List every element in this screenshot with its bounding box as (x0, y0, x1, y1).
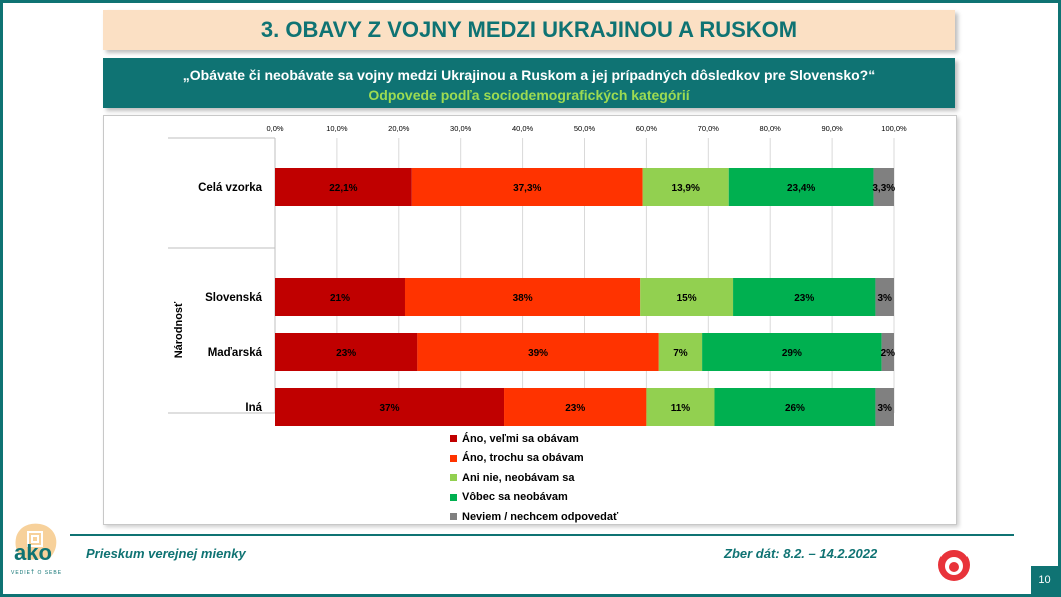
data-label: 13,9% (672, 183, 700, 194)
data-label: 21% (330, 293, 350, 304)
bar-segment (881, 333, 894, 371)
data-label: 37% (380, 403, 400, 414)
legend-label: Vôbec sa neobávam (462, 491, 568, 504)
data-label: 3% (877, 293, 892, 304)
legend-label: Áno, veľmi sa obávam (462, 432, 579, 445)
data-label: 29% (782, 348, 802, 359)
footer-date-label: Zber dát: 8.2. – 14.2.2022 (724, 546, 878, 561)
x-tick-label: 20,0% (388, 124, 410, 133)
bar-segment (875, 388, 894, 426)
data-label: 37,3% (513, 183, 541, 194)
data-label: 38% (513, 293, 533, 304)
data-label: 11% (671, 403, 691, 414)
title-banner: 3. OBAVY Z VOJNY MEDZI UKRAJINOU A RUSKO… (103, 10, 955, 50)
logo-tagline: VEDIEŤ O SEBE (11, 570, 63, 576)
data-label: 23% (336, 348, 356, 359)
slide-title: 3. OBAVY Z VOJNY MEDZI UKRAJINOU A RUSKO… (260, 17, 798, 42)
legend-item: Ani nie, neobávam sa (450, 468, 618, 488)
x-tick-label: 0,0% (266, 124, 283, 133)
group-label: Národnosť (173, 301, 185, 358)
partner-logo-icon (938, 547, 970, 581)
ako-logo-icon (15, 523, 57, 560)
legend-item: Vôbec sa neobávam (450, 488, 618, 508)
page-number: 10 (1031, 566, 1058, 594)
x-tick-label: 40,0% (512, 124, 534, 133)
x-tick-label: 70,0% (698, 124, 720, 133)
legend-swatch (450, 474, 457, 482)
bar-segment (875, 278, 894, 316)
bar-segment (275, 388, 505, 426)
x-tick-label: 60,0% (636, 124, 658, 133)
legend-item: Neviem / nechcem odpovedať (450, 507, 618, 527)
question-subtitle: Odpovede podľa sociodemografických kateg… (368, 87, 690, 103)
x-tick-label: 100,0% (881, 124, 907, 133)
legend-swatch (450, 454, 457, 462)
category-label: Maďarská (208, 347, 263, 359)
data-label: 22,1% (329, 183, 357, 194)
chart-legend: Áno, veľmi sa obávam Áno, trochu sa obáva… (450, 429, 618, 527)
data-label: 3% (877, 403, 892, 414)
bar-segment (714, 388, 876, 426)
legend-swatch (450, 493, 457, 501)
category-label: Iná (245, 402, 262, 414)
category-label: Celá vzorka (198, 182, 263, 194)
legend-label: Neviem / nechcem odpovedať (462, 510, 619, 523)
x-tick-label: 10,0% (326, 124, 348, 133)
data-label: 7% (673, 348, 688, 359)
bar-segment (702, 333, 882, 371)
data-label: 26% (785, 403, 805, 414)
data-label: 3,3% (872, 183, 895, 194)
bar-segment (411, 168, 643, 206)
legend-label: Ani nie, neobávam sa (462, 471, 575, 484)
x-tick-label: 50,0% (574, 124, 596, 133)
bar-segment (658, 333, 703, 371)
data-label: 15% (677, 293, 697, 304)
bar-segment (275, 278, 405, 316)
bar-segment (733, 278, 876, 316)
data-label: 39% (528, 348, 548, 359)
bar-segment (642, 168, 729, 206)
bar-segment (404, 278, 641, 316)
bar-segment (728, 168, 874, 206)
x-tick-label: 90,0% (821, 124, 843, 133)
bar-segment (417, 333, 659, 371)
legend-label: Áno, trochu sa obávam (462, 452, 584, 465)
legend-swatch (450, 513, 457, 521)
stacked-bar-chart: 0,0% 10,0% 20,0% 30,0% 40,0% 50,0% 60,0% 70,0% 8… (168, 124, 907, 426)
legend-item: Áno, trochu sa obávam (450, 449, 618, 469)
logo-wordmark: ako (14, 540, 52, 565)
bar-segment (275, 333, 418, 371)
legend-item: Áno, veľmi sa obávam (450, 429, 618, 449)
footer-survey-label: Prieskum verejnej mienky (86, 546, 246, 561)
legend-swatch (450, 435, 457, 443)
chart-panel: 0,0% 10,0% 20,0% 30,0% 40,0% 50,0% 60,0% 70,0% 8… (103, 115, 957, 525)
x-tick-label: 80,0% (760, 124, 782, 133)
data-label: 2% (881, 348, 896, 359)
question-banner: „Obávate či neobávate sa vojny medzi Ukr… (103, 58, 955, 108)
data-label: 23% (794, 293, 814, 304)
bar-segment (640, 278, 734, 316)
bar-segment (504, 388, 647, 426)
bar-segment (646, 388, 715, 426)
data-label: 23,4% (787, 183, 815, 194)
bar-segment (873, 168, 894, 206)
bar-segment (275, 168, 412, 206)
footer-divider (70, 534, 1014, 536)
question-text: „Obávate či neobávate sa vojny medzi Ukr… (182, 67, 876, 83)
category-label: Slovenská (205, 292, 262, 304)
x-tick-label: 30,0% (450, 124, 472, 133)
data-label: 23% (565, 403, 585, 414)
